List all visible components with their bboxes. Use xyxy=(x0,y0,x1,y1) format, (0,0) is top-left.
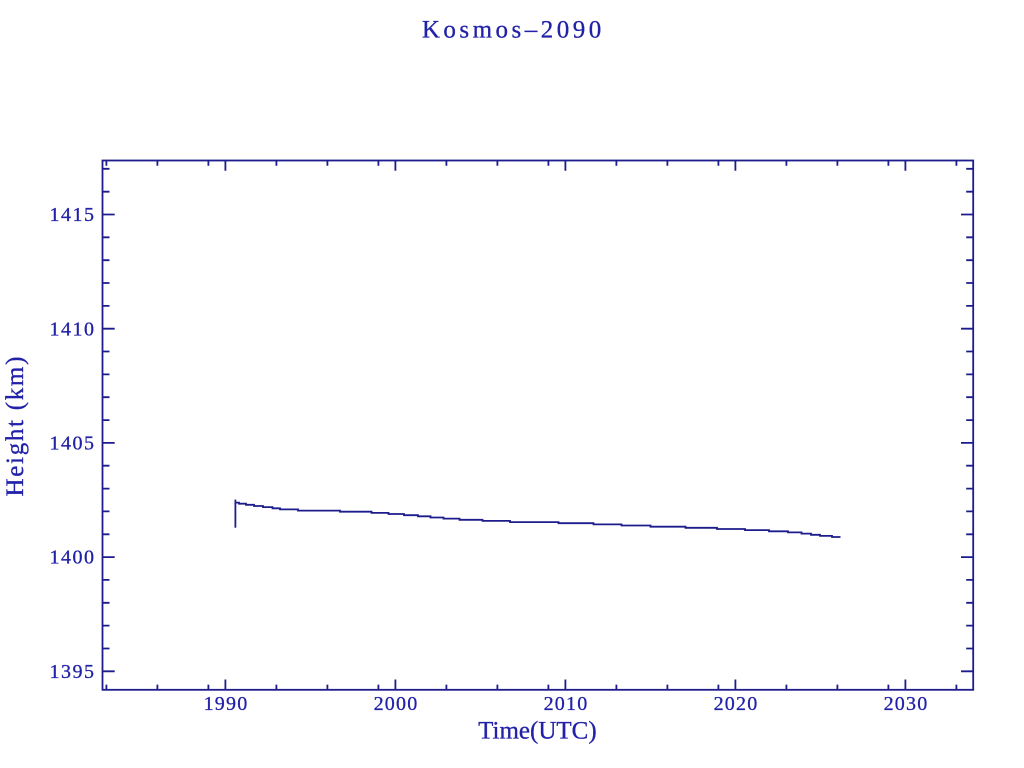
svg-text:2030: 2030 xyxy=(884,693,929,715)
svg-text:1415: 1415 xyxy=(50,204,96,226)
svg-text:2010: 2010 xyxy=(544,693,589,715)
svg-text:1395: 1395 xyxy=(50,661,96,683)
svg-text:1400: 1400 xyxy=(50,547,96,569)
svg-text:Kosmos–2090: Kosmos–2090 xyxy=(422,17,605,44)
svg-text:Height (km): Height (km) xyxy=(2,355,29,497)
svg-text:1990: 1990 xyxy=(204,693,249,715)
svg-text:1405: 1405 xyxy=(50,433,96,455)
svg-text:Time(UTC): Time(UTC) xyxy=(478,718,597,745)
svg-text:2020: 2020 xyxy=(714,693,759,715)
svg-text:1410: 1410 xyxy=(50,318,96,340)
svg-text:2000: 2000 xyxy=(374,693,419,715)
